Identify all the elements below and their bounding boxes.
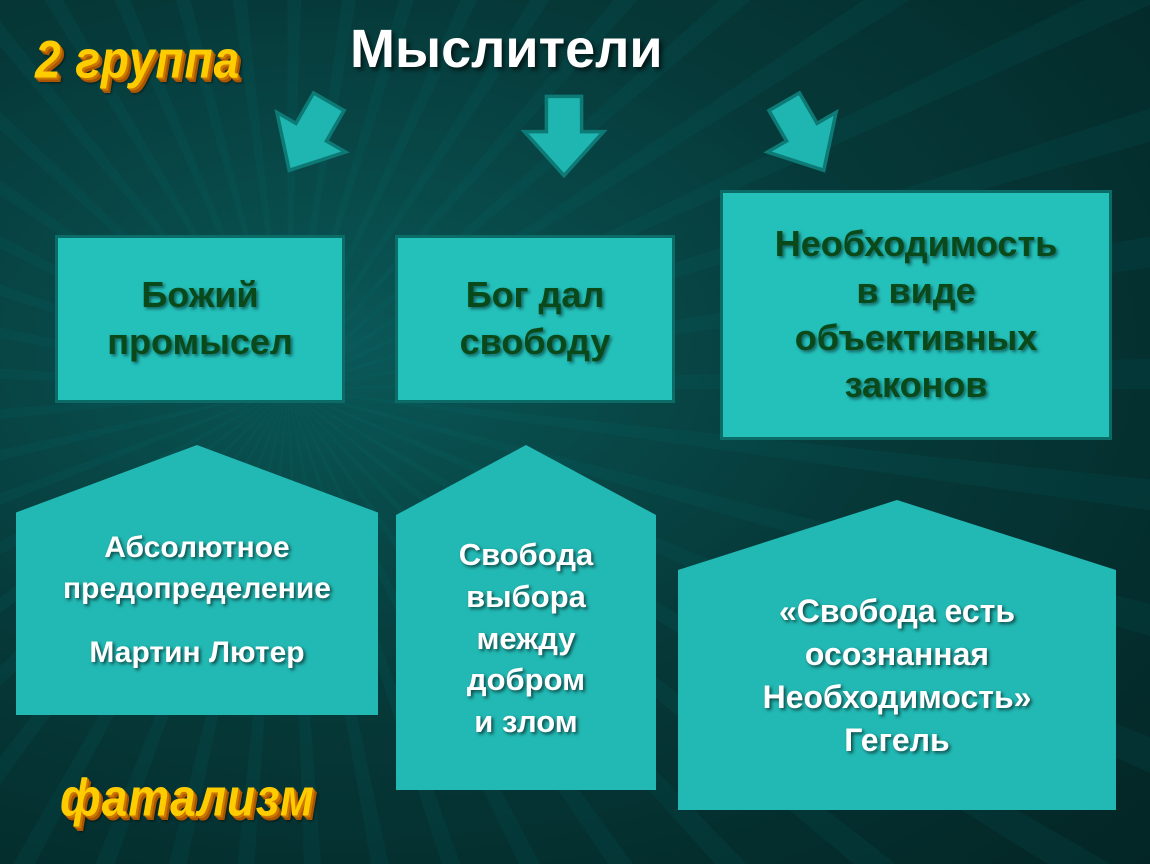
concept-box-text: Необходимостьв видеобъективныхзаконов [775,221,1057,408]
fatalism-label: фатализм [60,766,315,828]
down-arrow-icon [744,76,864,196]
concept-box: Необходимостьв видеобъективныхзаконов [720,190,1112,440]
detail-pentagon: Свободавыборамеждудоброми злом [396,445,656,790]
detail-pentagon-text: «Свобода естьосознаннаяНеобходимость»Гег… [678,590,1116,763]
slide-title: Мыслители [350,18,663,80]
concept-box-text: Божийпромысел [107,272,293,366]
concept-box-text: Бог далсвободу [460,272,611,366]
group-label: 2 группа [35,28,240,90]
down-arrow-icon [520,92,608,180]
detail-pentagon-text: АбсолютноепредопределениеМартин Лютер [16,528,378,674]
slide-stage: Мыслители 2 группа фатализм Божийпромысе… [0,0,1150,864]
detail-pentagon: АбсолютноепредопределениеМартин Лютер [16,445,378,715]
detail-pentagon-text: Свободавыборамеждудоброми злом [396,534,656,743]
down-arrow-icon [249,76,369,196]
concept-box: Бог далсвободу [395,235,675,403]
concept-box: Божийпромысел [55,235,345,403]
detail-pentagon: «Свобода естьосознаннаяНеобходимость»Гег… [678,500,1116,810]
